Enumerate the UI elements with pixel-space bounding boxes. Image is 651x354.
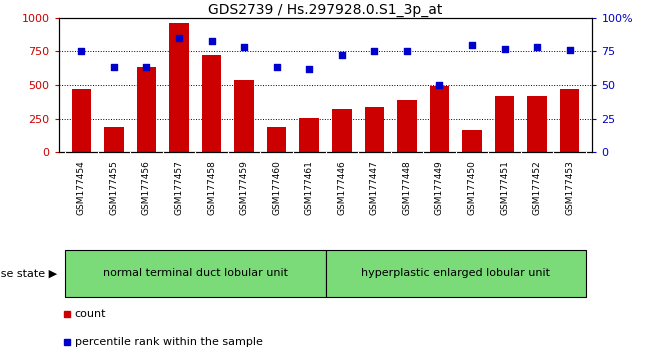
- Point: [369, 48, 380, 54]
- Text: GSM177447: GSM177447: [370, 160, 379, 215]
- Text: GSM177446: GSM177446: [337, 160, 346, 215]
- Text: GSM177449: GSM177449: [435, 160, 444, 215]
- Point: [402, 48, 412, 54]
- Point: [141, 65, 152, 70]
- Text: disease state ▶: disease state ▶: [0, 268, 57, 279]
- Point: [304, 66, 314, 72]
- Text: GSM177458: GSM177458: [207, 160, 216, 215]
- Bar: [495, 96, 514, 152]
- Bar: [365, 107, 384, 152]
- Bar: [137, 68, 156, 152]
- Bar: [332, 109, 352, 152]
- Bar: [299, 118, 319, 152]
- Point: [532, 45, 542, 50]
- Text: GSM177460: GSM177460: [272, 160, 281, 215]
- Bar: [397, 101, 417, 152]
- Text: GSM177455: GSM177455: [109, 160, 118, 215]
- Text: GSM177457: GSM177457: [174, 160, 184, 215]
- Bar: [527, 96, 547, 152]
- Text: normal terminal duct lobular unit: normal terminal duct lobular unit: [103, 268, 288, 279]
- Bar: [326, 250, 586, 297]
- Point: [499, 46, 510, 51]
- Bar: [202, 55, 221, 152]
- Point: [76, 48, 87, 54]
- Point: [564, 47, 575, 53]
- Text: GSM177451: GSM177451: [500, 160, 509, 215]
- Text: GSM177448: GSM177448: [402, 160, 411, 215]
- Text: GSM177461: GSM177461: [305, 160, 314, 215]
- Text: hyperplastic enlarged lobular unit: hyperplastic enlarged lobular unit: [361, 268, 550, 279]
- Bar: [267, 127, 286, 152]
- Point: [271, 65, 282, 70]
- Title: GDS2739 / Hs.297928.0.S1_3p_at: GDS2739 / Hs.297928.0.S1_3p_at: [208, 3, 443, 17]
- Text: GSM177450: GSM177450: [467, 160, 477, 215]
- Text: count: count: [75, 309, 106, 320]
- Bar: [72, 89, 91, 152]
- Point: [239, 45, 249, 50]
- Text: GSM177452: GSM177452: [533, 160, 542, 215]
- Bar: [430, 86, 449, 152]
- Text: GSM177453: GSM177453: [565, 160, 574, 215]
- Point: [467, 42, 477, 47]
- Bar: [65, 250, 326, 297]
- Text: GSM177454: GSM177454: [77, 160, 86, 215]
- Bar: [169, 23, 189, 152]
- Point: [109, 65, 119, 70]
- Bar: [560, 89, 579, 152]
- Point: [206, 38, 217, 44]
- Bar: [104, 127, 124, 152]
- Point: [434, 82, 445, 88]
- Text: percentile rank within the sample: percentile rank within the sample: [75, 337, 262, 347]
- Bar: [462, 130, 482, 152]
- Point: [337, 52, 347, 58]
- Point: [174, 35, 184, 41]
- Bar: [234, 80, 254, 152]
- Text: GSM177459: GSM177459: [240, 160, 249, 215]
- Text: GSM177456: GSM177456: [142, 160, 151, 215]
